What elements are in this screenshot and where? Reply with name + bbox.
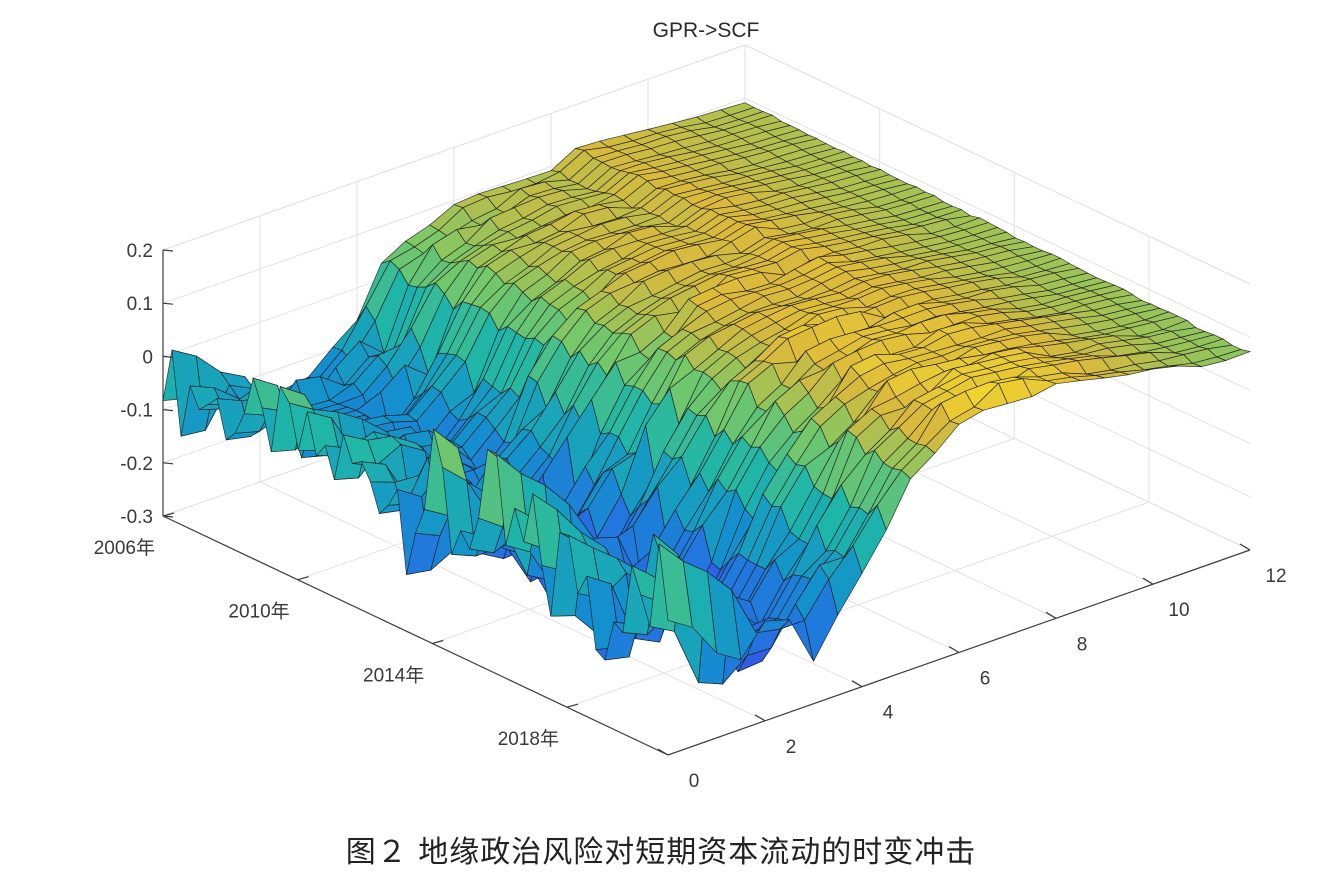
z-tick-label: 0 (142, 347, 153, 368)
figure-caption: 图２ 地缘政治风险对短期资本流动的时变冲击 (346, 835, 977, 870)
horizon-tick (1142, 577, 1154, 585)
chart-title: GPR->SCF (653, 19, 760, 42)
horizon-tick (948, 645, 960, 654)
time-tick (162, 512, 175, 517)
z-tick (162, 462, 174, 465)
z-tick-label: -0.1 (120, 401, 153, 422)
z-tick-label: 0.1 (127, 294, 153, 315)
grid-line-z (744, 97, 1251, 338)
surface-patch (658, 543, 693, 628)
horizon-tick-label: 6 (980, 669, 991, 690)
horizon-tick-label: 8 (1077, 634, 1088, 655)
horizon-tick-label: 4 (883, 703, 894, 724)
time-tick (566, 703, 579, 708)
horizon-tick (851, 680, 863, 688)
z-tick-label: -0.3 (120, 507, 153, 528)
horizon-tick-label: 10 (1168, 600, 1189, 621)
time-axis-line (162, 515, 669, 756)
horizon-tick (657, 748, 669, 756)
z-tick (162, 302, 174, 305)
z-tick-label: -0.2 (120, 454, 153, 475)
time-tick-label: 2006年 (94, 537, 155, 559)
time-tick-label: 2018年 (498, 728, 559, 750)
time-tick-label: 2014年 (363, 665, 424, 687)
time-tick (297, 576, 309, 581)
z-tick-label: 0.2 (127, 241, 153, 262)
horizon-tick (754, 714, 766, 722)
horizon-tick (1239, 543, 1251, 551)
surface-mesh (162, 102, 1252, 686)
z-tick (162, 249, 174, 252)
axes (162, 249, 1251, 756)
horizon-tick-label: 2 (786, 737, 797, 758)
horizon-tick (1045, 611, 1057, 619)
horizon-tick-label: 0 (689, 771, 700, 792)
grid-line-horizon (259, 481, 766, 722)
horizon-tick-label: 12 (1265, 566, 1286, 587)
time-tick (432, 639, 444, 645)
tick-labels: 0.2 0.1 0 -0.1 -0.2 -0.3 2006年 2010年 2014年 2018年 0… (94, 241, 1287, 792)
time-tick-label: 2010年 (228, 601, 289, 623)
z-tick (162, 409, 174, 412)
z-tick (162, 355, 174, 358)
box-edge (162, 44, 746, 251)
box-edge (744, 44, 1251, 285)
